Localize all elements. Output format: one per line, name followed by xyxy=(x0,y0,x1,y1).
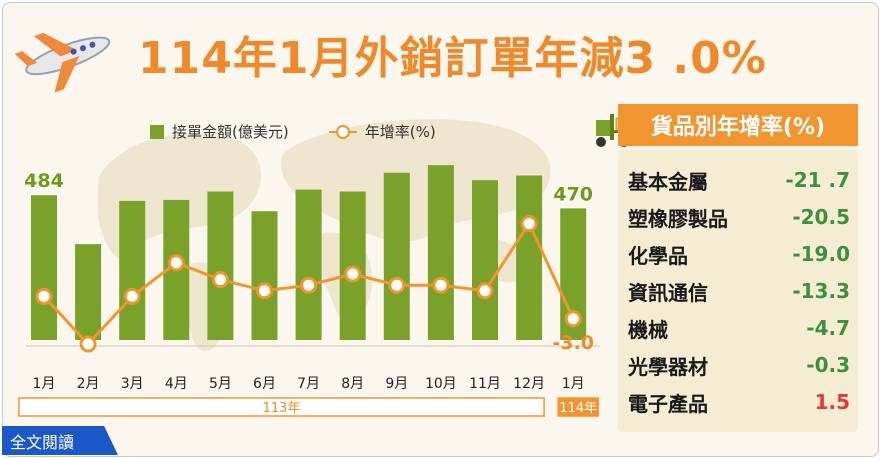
bar xyxy=(75,244,102,340)
category-row: 化學品 -19.0 xyxy=(628,240,850,268)
growth-rate-point xyxy=(123,287,141,305)
x-tick-label: 12月 xyxy=(513,376,545,392)
category-name: 資訊通信 xyxy=(628,280,708,305)
bar xyxy=(295,189,322,340)
bar xyxy=(472,180,498,340)
year-group-label: 114年 xyxy=(559,401,597,416)
x-tick-label: 7月 xyxy=(297,376,320,392)
bar xyxy=(383,172,410,340)
x-tick-label: 1月 xyxy=(33,376,56,392)
bar-legend-label: 接單金額(億美元) xyxy=(172,123,289,141)
line-legend-label: 年增率(%) xyxy=(364,123,436,141)
category-name: 基本金屬 xyxy=(628,169,708,194)
year-group-label: 113年 xyxy=(263,401,301,416)
bar xyxy=(427,165,454,340)
category-growth-value: -4.7 xyxy=(806,316,850,340)
category-growth-value: -13.3 xyxy=(792,279,850,303)
x-tick-label: 1月 xyxy=(562,376,585,392)
bar xyxy=(251,211,278,340)
growth-rate-point xyxy=(35,287,53,305)
x-tick-label: 3月 xyxy=(121,376,144,392)
category-name: 化學品 xyxy=(628,243,688,268)
x-tick-label: 10月 xyxy=(425,376,457,392)
x-tick-label: 8月 xyxy=(341,376,364,392)
growth-rate-point xyxy=(211,271,229,289)
category-name: 塑橡膠製品 xyxy=(628,206,728,231)
category-growth-value: 1.5 xyxy=(814,390,850,414)
category-growth-value: -19.0 xyxy=(792,242,850,266)
line-legend-swatch xyxy=(328,124,357,140)
growth-rate-point xyxy=(476,282,494,300)
read-full-text-button[interactable]: 全文閱讀 xyxy=(2,426,118,455)
category-growth-value: -0.3 xyxy=(806,353,850,377)
airplane-icon xyxy=(14,32,111,93)
growth-rate-point xyxy=(564,310,582,328)
bar xyxy=(31,195,57,340)
category-growth-value: -21 .7 xyxy=(785,168,850,192)
category-growth-value: -20.5 xyxy=(792,205,850,229)
page-title: 114年1月外銷訂單年減3 .0% xyxy=(138,33,767,84)
data-label: 470 xyxy=(553,183,593,205)
bar xyxy=(516,175,543,340)
growth-rate-point xyxy=(167,254,185,272)
bar xyxy=(207,191,234,340)
category-row: 資訊通信 -13.3 xyxy=(628,277,850,305)
x-tick-label: 2月 xyxy=(77,376,100,392)
bar-legend-swatch xyxy=(150,124,164,139)
growth-rate-point xyxy=(344,265,362,283)
x-tick-label: 9月 xyxy=(385,376,408,392)
growth-rate-point xyxy=(256,282,273,300)
category-row: 電子產品 1.5 xyxy=(628,388,850,416)
x-tick-label: 5月 xyxy=(209,376,232,392)
x-tick-label: 11月 xyxy=(469,376,501,392)
category-row: 機械 -4.7 xyxy=(628,314,850,342)
category-panel xyxy=(618,150,858,432)
year-group-box xyxy=(18,397,545,417)
data-label: 484 xyxy=(24,170,64,192)
category-name: 機械 xyxy=(628,317,668,342)
category-row: 塑橡膠製品 -20.5 xyxy=(628,203,850,231)
growth-rate-point xyxy=(432,276,450,294)
category-row: 光學器材 -0.3 xyxy=(628,351,850,379)
category-name: 電子產品 xyxy=(628,391,708,416)
year-group-box xyxy=(557,397,599,417)
category-panel-title: 貨品別年增率(%) xyxy=(618,104,858,146)
data-label: -3.0 xyxy=(552,332,594,354)
growth-rate-point xyxy=(300,276,318,294)
growth-rate-point xyxy=(388,276,406,294)
bar xyxy=(119,200,146,340)
growth-rate-point xyxy=(520,215,538,233)
x-tick-label: 6月 xyxy=(253,376,276,392)
chart-legend: 接單金額(億美元) 年增率(%) xyxy=(150,121,436,142)
category-name: 光學器材 xyxy=(628,354,708,379)
category-row: 基本金屬 -21 .7 xyxy=(628,166,850,194)
growth-rate-point xyxy=(79,335,97,353)
x-tick-label: 4月 xyxy=(165,376,188,392)
